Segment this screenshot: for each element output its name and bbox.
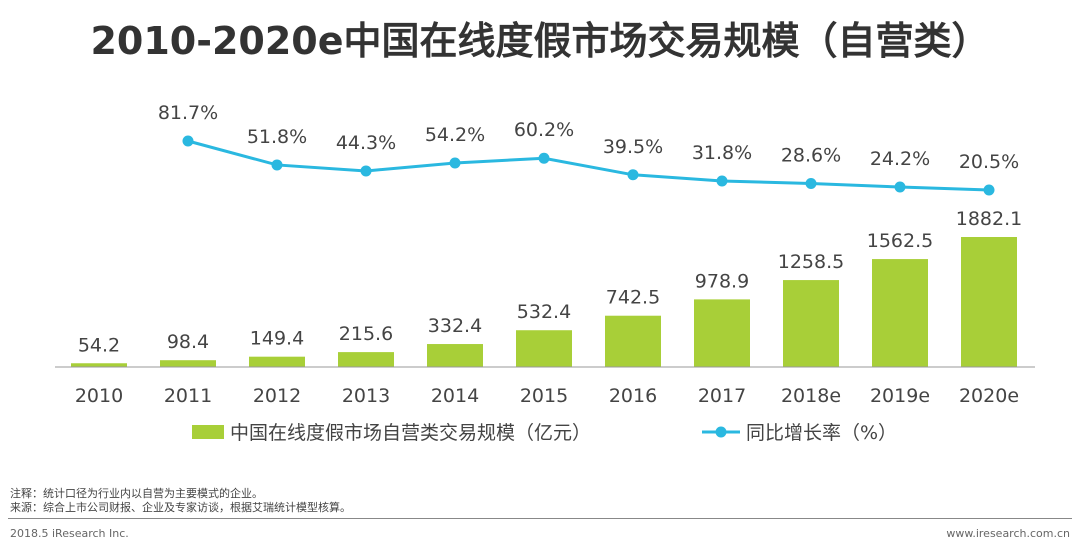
line-label-2011: 81.7% — [158, 102, 218, 124]
legend-bar-label: 中国在线度假市场自营类交易规模（亿元） — [230, 422, 591, 444]
note-text: 注释：统计口径为行业内以自营为主要模式的企业。 — [10, 487, 263, 500]
legend-line-marker — [715, 426, 727, 438]
line-label-2018e: 28.6% — [781, 145, 841, 167]
x-tick-2020e: 2020e — [959, 385, 1019, 407]
bar-2020e — [961, 237, 1017, 367]
footer-divider — [8, 518, 1072, 519]
bar-label-2012: 149.4 — [250, 328, 304, 350]
x-tick-labels: 2010 2011 2012 2013 2014 2015 2016 2017 2018e 201… — [75, 385, 1019, 407]
bar-label-2018e: 1258.5 — [778, 251, 844, 273]
line-label-2020e: 20.5% — [959, 151, 1019, 173]
line-label-2012: 51.8% — [247, 126, 307, 148]
bar-2012 — [249, 356, 305, 367]
bar-2015 — [516, 330, 572, 367]
line-label-2016: 39.5% — [603, 136, 663, 158]
line-label-2013: 44.3% — [336, 132, 396, 154]
growth-line — [187, 139, 990, 192]
line-point-2014 — [449, 157, 461, 169]
x-tick-2017: 2017 — [698, 385, 746, 407]
line-point-2020e — [983, 184, 995, 196]
line-point-2019e — [894, 181, 906, 193]
bar-label-2015: 532.4 — [517, 301, 571, 323]
bar-2014 — [427, 344, 483, 367]
x-tick-2014: 2014 — [431, 385, 479, 407]
bar-label-2017: 978.9 — [695, 270, 749, 292]
line-series: 81.7% 51.8% 44.3% 54.2% 60.2% 39.5% 31.8% 28.6%… — [158, 102, 1019, 196]
bar-label-2011: 98.4 — [167, 331, 209, 353]
combo-chart: 54.2 98.4 149.4 215.6 332.4 532.4 742.5 978.9 12… — [55, 102, 1035, 444]
line-point-2017 — [716, 175, 728, 187]
footer-copyright: 2018.5 iResearch Inc. — [10, 527, 129, 540]
bar-2017 — [694, 299, 750, 367]
x-tick-2010: 2010 — [75, 385, 123, 407]
line-label-2017: 31.8% — [692, 142, 752, 164]
line-label-2015: 60.2% — [514, 119, 574, 141]
bar-label-2013: 215.6 — [339, 323, 393, 345]
chart-title: 2010-2020e中国在线度假市场交易规模（自营类） — [90, 19, 990, 63]
bar-2013 — [338, 352, 394, 367]
line-point-2011 — [182, 135, 194, 147]
bar-label-2010: 54.2 — [78, 334, 120, 356]
bar-label-2020e: 1882.1 — [956, 208, 1022, 230]
legend-line-label: 同比增长率（%） — [746, 422, 897, 444]
bar-2019e — [872, 259, 928, 367]
line-point-2013 — [360, 165, 372, 177]
bar-2011 — [160, 360, 216, 367]
bar-label-2019e: 1562.5 — [867, 230, 933, 252]
line-point-2018e — [805, 178, 817, 190]
line-point-2012 — [271, 159, 283, 171]
bar-label-2016: 742.5 — [606, 287, 660, 309]
bar-2016 — [605, 315, 661, 367]
x-tick-2018e: 2018e — [781, 385, 841, 407]
x-tick-2015: 2015 — [520, 385, 568, 407]
bar-series: 54.2 98.4 149.4 215.6 332.4 532.4 742.5 978.9 12… — [71, 208, 1022, 367]
legend-bar-swatch — [192, 425, 224, 439]
x-tick-2013: 2013 — [342, 385, 390, 407]
bar-2018e — [783, 280, 839, 367]
x-tick-2012: 2012 — [253, 385, 301, 407]
line-label-2014: 54.2% — [425, 124, 485, 146]
line-point-2016 — [627, 169, 639, 181]
line-label-2019e: 24.2% — [870, 148, 930, 170]
legend: 中国在线度假市场自营类交易规模（亿元） 同比增长率（%） — [192, 422, 897, 444]
bar-2010 — [71, 363, 127, 367]
x-tick-2011: 2011 — [164, 385, 212, 407]
footer-website: www.iresearch.com.cn — [946, 527, 1070, 540]
source-text: 来源：综合上市公司财报、企业及专家访谈，根据艾瑞统计模型核算。 — [10, 501, 351, 514]
line-point-2015 — [538, 152, 550, 164]
notes-block: 注释：统计口径为行业内以自营为主要模式的企业。 来源：综合上市公司财报、企业及专… — [10, 487, 351, 515]
bar-label-2014: 332.4 — [428, 315, 482, 337]
x-tick-2019e: 2019e — [870, 385, 930, 407]
x-tick-2016: 2016 — [609, 385, 657, 407]
